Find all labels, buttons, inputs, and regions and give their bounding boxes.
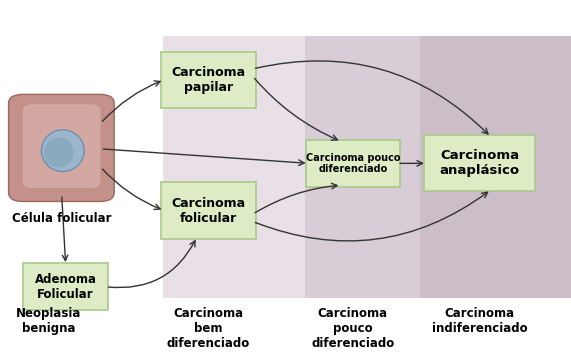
FancyBboxPatch shape [306, 140, 400, 187]
Text: Carcinoma
papilar: Carcinoma papilar [171, 66, 246, 94]
Text: Carcinoma
pouco
diferenciado: Carcinoma pouco diferenciado [311, 307, 395, 350]
FancyBboxPatch shape [424, 135, 536, 192]
Text: Carcinoma
bem
diferenciado: Carcinoma bem diferenciado [167, 307, 250, 350]
Text: Carcinoma
folicular: Carcinoma folicular [171, 196, 246, 225]
Bar [163, 36, 305, 298]
FancyBboxPatch shape [161, 52, 256, 108]
FancyBboxPatch shape [161, 183, 256, 239]
Text: Neoplasia
benigna: Neoplasia benigna [16, 307, 81, 335]
Bar [420, 36, 571, 298]
Ellipse shape [44, 138, 74, 167]
Bar [305, 36, 420, 298]
FancyBboxPatch shape [23, 263, 108, 310]
Text: Adenoma
Folicular: Adenoma Folicular [35, 273, 96, 301]
FancyBboxPatch shape [23, 104, 100, 188]
FancyBboxPatch shape [9, 94, 114, 201]
Ellipse shape [42, 130, 85, 172]
Text: Carcinoma
anaplásico: Carcinoma anaplásico [440, 149, 520, 178]
Text: Célula folicular: Célula folicular [12, 212, 111, 225]
Text: Carcinoma pouco
diferenciado: Carcinoma pouco diferenciado [305, 152, 400, 174]
Text: Carcinoma
indiferenciado: Carcinoma indiferenciado [432, 307, 528, 335]
